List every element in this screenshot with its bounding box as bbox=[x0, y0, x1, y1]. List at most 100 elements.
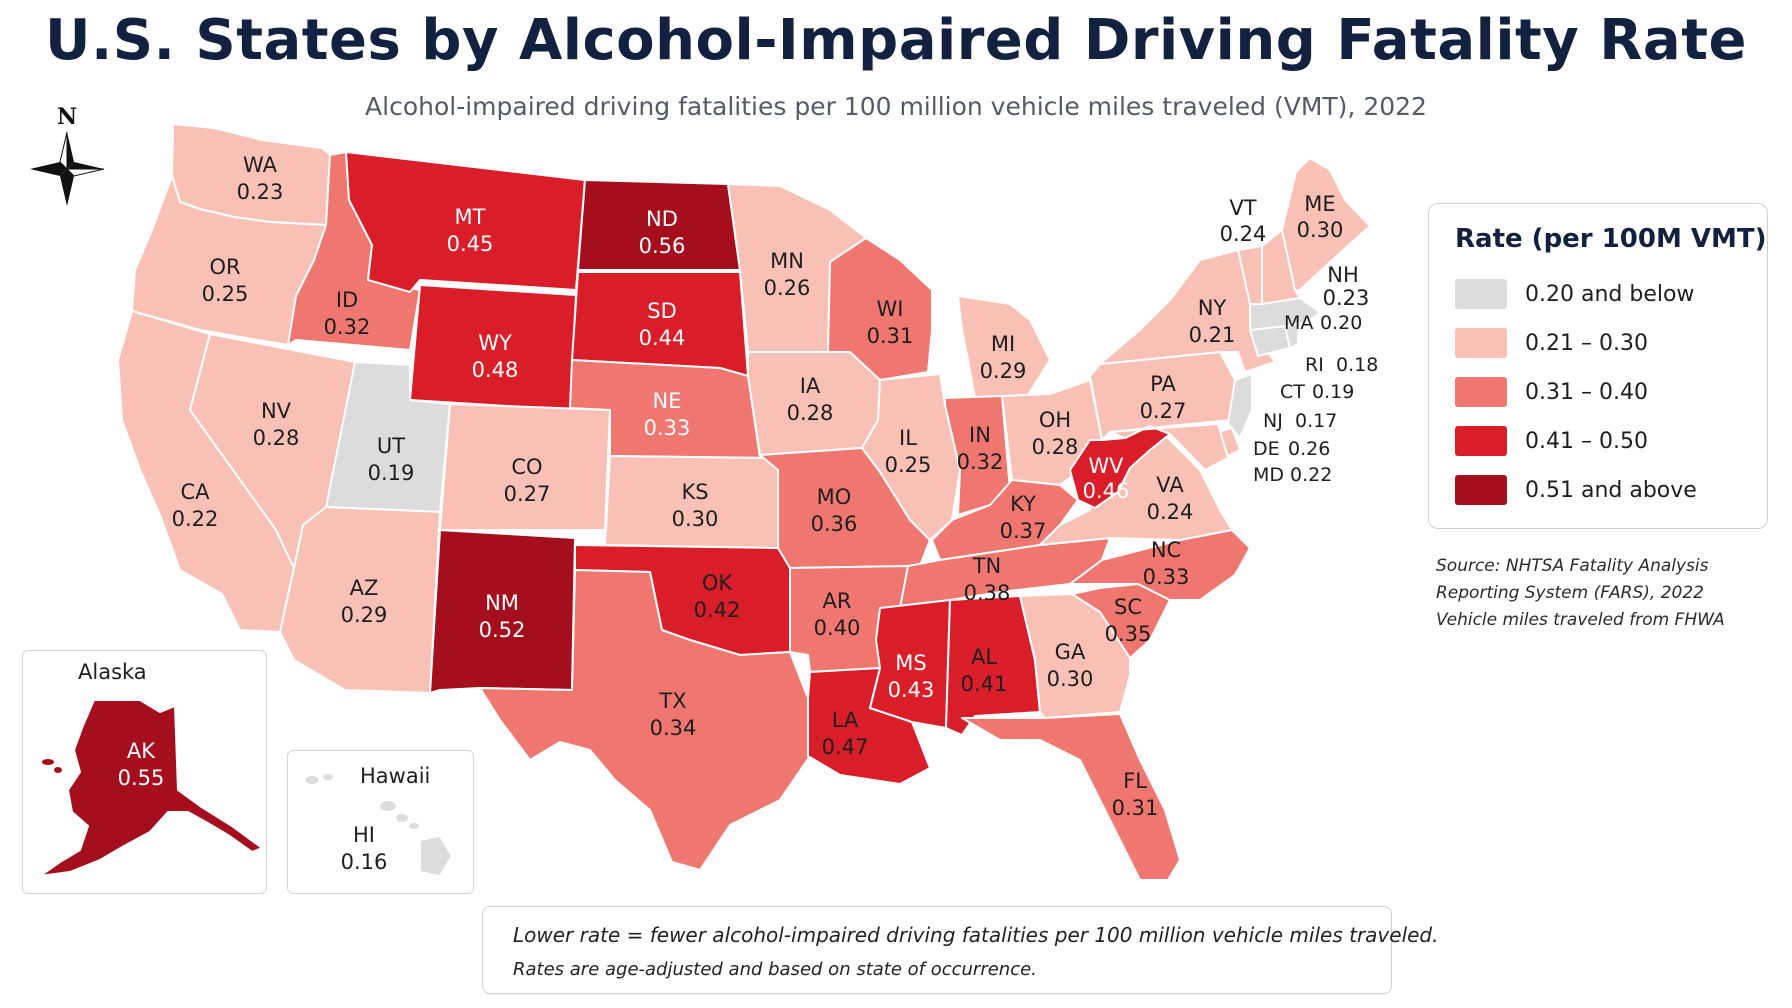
state-OK-abbr: OK bbox=[702, 571, 734, 595]
state-label-WY: WY 0.48 bbox=[472, 331, 519, 382]
state-TN-abbr: TN bbox=[972, 554, 1002, 578]
legend-label: 0.21 – 0.30 bbox=[1525, 330, 1648, 356]
state-label-NE: NE 0.33 bbox=[644, 389, 691, 440]
state-NY-rate: 0.21 bbox=[1189, 323, 1236, 347]
legend-label: 0.31 – 0.40 bbox=[1525, 379, 1648, 405]
state-NC[interactable] bbox=[1069, 529, 1251, 601]
state-NC-rate: 0.33 bbox=[1143, 565, 1190, 589]
state-MN-rate: 0.26 bbox=[764, 276, 811, 300]
state-label-DE: DE 0.26 bbox=[1253, 438, 1330, 460]
state-NE-abbr: NE bbox=[653, 389, 682, 413]
state-HI[interactable] bbox=[419, 835, 453, 877]
state-label-OR: OR 0.25 bbox=[202, 255, 249, 306]
state-label-MA: MA 0.20 bbox=[1284, 312, 1362, 334]
state-NH-rate: 0.23 bbox=[1323, 286, 1370, 310]
state-label-MI: MI 0.29 bbox=[980, 332, 1027, 383]
legend-swatch bbox=[1455, 426, 1507, 456]
state-TX[interactable] bbox=[479, 569, 811, 871]
state-ME-rate: 0.30 bbox=[1297, 218, 1344, 242]
state-VT-rate: 0.24 bbox=[1220, 222, 1267, 246]
state-VT-abbr: VT bbox=[1229, 196, 1256, 220]
state-AL-rate: 0.41 bbox=[961, 672, 1008, 696]
state-label-ND: ND 0.56 bbox=[639, 207, 686, 258]
page-subtitle: Alcohol-impaired driving fatalities per … bbox=[365, 92, 1427, 121]
state-label-OH: OH 0.28 bbox=[1032, 408, 1079, 459]
footnote-line-1: Lower rate = fewer alcohol-impaired driv… bbox=[513, 923, 1439, 947]
state-ME-abbr: ME bbox=[1304, 192, 1335, 216]
state-label-NJ: NJ 0.17 bbox=[1263, 410, 1337, 432]
state-IA-abbr: IA bbox=[800, 374, 821, 398]
state-label-SD: SD 0.44 bbox=[639, 299, 686, 350]
state-FL[interactable] bbox=[961, 713, 1181, 881]
state-MT-abbr: MT bbox=[455, 205, 486, 229]
state-LA-rate: 0.47 bbox=[822, 735, 869, 759]
state-label-FL: FL 0.31 bbox=[1112, 769, 1159, 820]
state-label-AL: AL 0.41 bbox=[961, 645, 1008, 696]
state-DE-abbr: DE bbox=[1253, 438, 1280, 460]
legend-item: 0.41 – 0.50 bbox=[1455, 424, 1648, 458]
state-ID-rate: 0.32 bbox=[324, 315, 371, 339]
state-MD[interactable] bbox=[1109, 423, 1229, 471]
legend-swatch bbox=[1455, 328, 1507, 358]
state-label-VT: VT0.24 bbox=[1220, 196, 1267, 246]
state-label-NY: NY 0.21 bbox=[1189, 296, 1236, 347]
state-shapes bbox=[39, 123, 1371, 881]
state-label-TX: TX 0.34 bbox=[650, 689, 697, 740]
state-label-GA: GA 0.30 bbox=[1047, 640, 1094, 691]
state-AK[interactable] bbox=[39, 699, 263, 877]
state-label-NC: NC 0.33 bbox=[1143, 538, 1190, 589]
state-label-SC: SC 0.35 bbox=[1105, 595, 1152, 646]
state-label-WI: WI 0.31 bbox=[867, 297, 914, 348]
state-label-MT: MT 0.45 bbox=[447, 205, 494, 256]
state-WA-abbr: WA bbox=[243, 153, 278, 177]
state-label-NM: NM 0.52 bbox=[479, 591, 526, 642]
state-label-RI: RI 0.18 bbox=[1305, 354, 1378, 376]
state-NC-abbr: NC bbox=[1151, 538, 1181, 562]
state-PA-rate: 0.27 bbox=[1140, 399, 1187, 423]
state-MO-abbr: MO bbox=[817, 485, 852, 509]
state-label-WA: WA 0.23 bbox=[237, 153, 284, 204]
state-WI-rate: 0.31 bbox=[867, 324, 914, 348]
state-ID-abbr: ID bbox=[336, 288, 358, 312]
state-PA-abbr: PA bbox=[1150, 372, 1176, 396]
state-IL-abbr: IL bbox=[899, 426, 917, 450]
state-WV-abbr: WV bbox=[1088, 454, 1124, 478]
state-NH-abbr: NH bbox=[1327, 263, 1359, 287]
state-NJ[interactable] bbox=[1227, 373, 1253, 439]
state-IL[interactable] bbox=[861, 373, 961, 541]
state-label-ID: ID 0.32 bbox=[324, 288, 371, 339]
state-GA-rate: 0.30 bbox=[1047, 667, 1094, 691]
state-WY-abbr: WY bbox=[478, 331, 512, 355]
state-VA-rate: 0.24 bbox=[1147, 500, 1194, 524]
state-label-IN: IN 0.32 bbox=[957, 423, 1004, 474]
state-WI[interactable] bbox=[827, 237, 933, 381]
legend-swatch bbox=[1455, 475, 1507, 505]
legend-item: 0.20 and below bbox=[1455, 277, 1694, 311]
state-labels: WA 0.23 OR 0.25 CA 0.22 NV 0.28 ID 0.32 MT 0.4… bbox=[118, 153, 1379, 874]
state-IN-abbr: IN bbox=[969, 423, 991, 447]
state-NM-abbr: NM bbox=[485, 591, 519, 615]
state-NH[interactable] bbox=[1261, 229, 1301, 305]
state-MI[interactable] bbox=[957, 295, 1051, 399]
state-SD-rate: 0.44 bbox=[639, 326, 686, 350]
state-KS-rate: 0.30 bbox=[672, 507, 719, 531]
legend-swatch bbox=[1455, 377, 1507, 407]
state-OK-rate: 0.42 bbox=[694, 598, 741, 622]
state-NJ-rate: 0.17 bbox=[1295, 410, 1337, 432]
state-AZ[interactable] bbox=[279, 506, 441, 694]
state-label-IA: IA 0.28 bbox=[787, 374, 834, 425]
state-label-AR: AR 0.40 bbox=[814, 589, 861, 640]
hawaii-inset bbox=[287, 750, 474, 894]
state-IL-rate: 0.25 bbox=[885, 453, 932, 477]
state-label-CT: CT 0.19 bbox=[1280, 381, 1354, 403]
state-ME[interactable] bbox=[1281, 157, 1371, 291]
state-SD[interactable] bbox=[571, 271, 749, 377]
state-UT-rate: 0.19 bbox=[368, 461, 415, 485]
state-MS-abbr: MS bbox=[895, 651, 926, 675]
state-MA-rate: 0.20 bbox=[1320, 312, 1362, 334]
state-label-MN: MN 0.26 bbox=[764, 249, 811, 300]
alaska-inset bbox=[22, 650, 267, 894]
state-AL-abbr: AL bbox=[971, 645, 997, 669]
state-AR-rate: 0.40 bbox=[814, 616, 861, 640]
state-SC[interactable] bbox=[1071, 583, 1171, 659]
